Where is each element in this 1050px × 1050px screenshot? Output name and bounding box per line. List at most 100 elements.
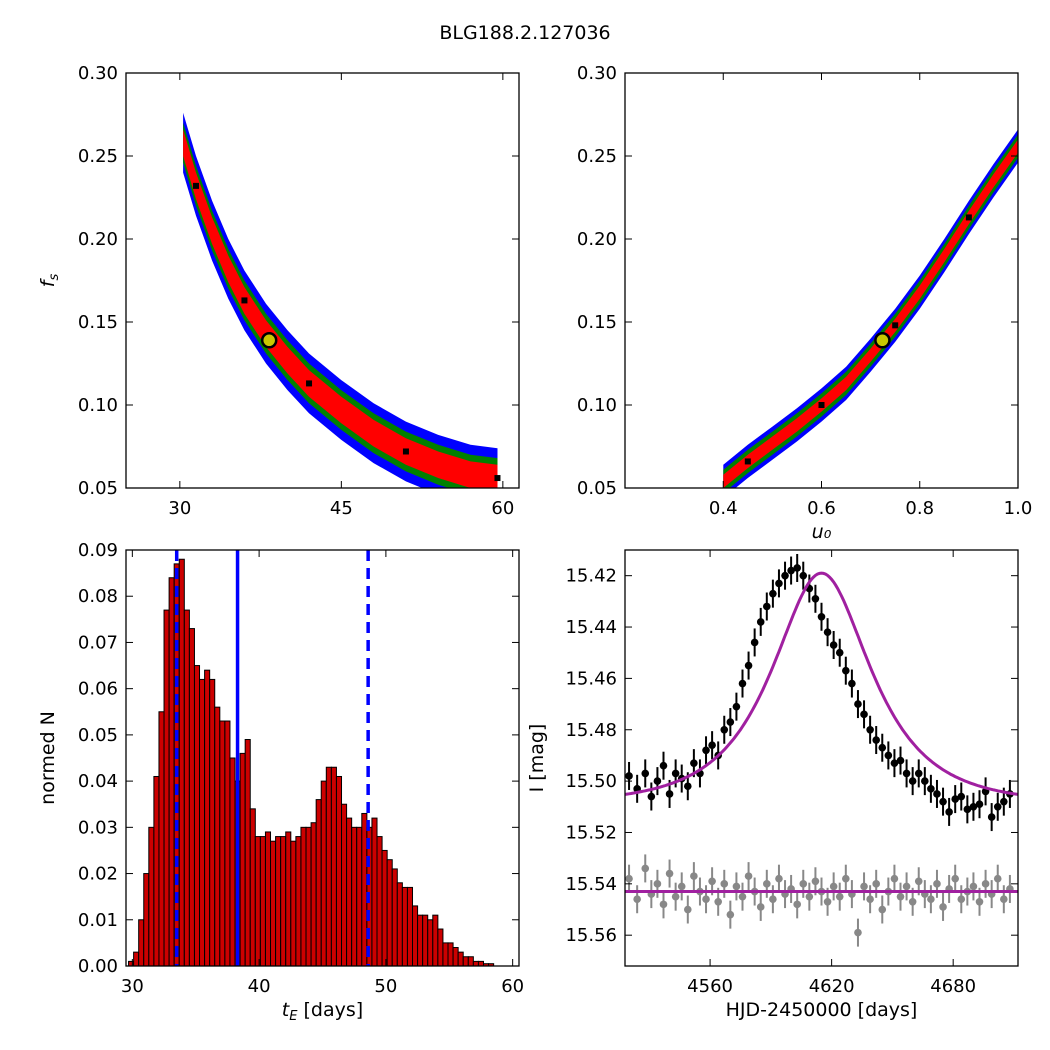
photometry-point [884, 751, 893, 760]
histogram-bar [163, 609, 170, 966]
residual-point [720, 880, 729, 888]
residual-point [823, 898, 832, 906]
residual-point [641, 864, 650, 873]
y-tick-label: 0.15 [577, 312, 617, 333]
histogram-bar [178, 558, 185, 966]
histogram-bar [315, 799, 322, 966]
model-curve [625, 571, 1018, 796]
histogram-bar [462, 956, 469, 966]
photometry-point [835, 648, 844, 657]
residual-point [677, 882, 686, 891]
residual-point [732, 882, 741, 891]
histogram-bar [249, 808, 256, 966]
residual-point [1000, 895, 1008, 904]
best-fit-marker [874, 332, 891, 349]
y-tick-label: 15.54 [565, 874, 617, 895]
histogram-bar [229, 757, 236, 966]
residual-point [769, 895, 777, 904]
photometry-point [671, 769, 680, 778]
y-tick-label: 0.25 [78, 146, 118, 167]
x-axis-label: u₀ [812, 521, 832, 543]
x-tick-label: 0.4 [709, 498, 738, 519]
residual-point [842, 874, 850, 883]
photometry-point [641, 769, 650, 778]
histogram-bar [356, 826, 363, 966]
photometry-point [927, 785, 935, 793]
histogram-bar [138, 919, 145, 966]
x-tick-label: 60 [491, 498, 514, 519]
photometry-point [914, 769, 923, 778]
histogram-bar [371, 817, 378, 966]
residual-point [665, 869, 674, 878]
photometry-point [781, 571, 789, 580]
y-tick-label: 0.15 [78, 312, 118, 333]
photometry-point [890, 759, 899, 767]
y-tick-label: 0.05 [78, 725, 118, 746]
histogram-bar [422, 914, 429, 966]
residual-point [726, 910, 735, 919]
photometry-point [763, 602, 771, 611]
histogram-bar [457, 951, 464, 966]
residual-point [981, 880, 990, 888]
histogram-bar [401, 886, 408, 966]
residual-point [835, 892, 844, 901]
y-tick-label: 0.09 [78, 540, 118, 561]
photometry-point [963, 805, 972, 814]
x-tick-label: 1.0 [1004, 498, 1033, 519]
x-tick-label: 60 [501, 976, 524, 997]
histogram-group [128, 550, 495, 966]
residual-point [799, 880, 808, 888]
y-tick-label: 0.05 [577, 478, 617, 499]
photometry-point [908, 777, 917, 785]
residual-point [763, 880, 771, 888]
y-axis-label: normed N [37, 711, 59, 805]
photometry-point [878, 743, 887, 752]
photometry-point [957, 792, 966, 801]
histogram-bar [442, 942, 449, 966]
photometry-point [653, 777, 662, 785]
axes-frame [125, 549, 520, 967]
x-tick-label: 30 [121, 976, 144, 997]
photometry-point [726, 718, 735, 726]
x-tick-label: 0.6 [807, 498, 836, 519]
residual-point [902, 882, 911, 891]
x-axis-label: HJD-2450000 [days] [726, 999, 918, 1021]
histogram-bar [310, 822, 317, 966]
residual-point [878, 905, 887, 914]
x-tick-label: 50 [374, 976, 397, 997]
histogram-bar [386, 859, 393, 966]
photometry-point [975, 800, 984, 809]
residual-point [951, 874, 960, 883]
y-tick-label: 15.52 [565, 822, 617, 843]
photometry-point [793, 564, 801, 572]
residual-point [957, 895, 966, 904]
y-tick-label: 0.06 [78, 679, 118, 700]
photometry-point [823, 628, 832, 636]
residual-point [690, 872, 698, 880]
residual-point [896, 892, 905, 901]
contour-peak-pixel [402, 448, 409, 455]
histogram-bar [381, 849, 388, 966]
histogram-bar [467, 956, 474, 966]
residual-point [908, 898, 917, 906]
residual-point [993, 874, 1002, 883]
y-tick-label: 0.00 [78, 956, 118, 977]
residual-point [738, 892, 747, 901]
histogram-bar [133, 951, 140, 966]
histogram-bar [412, 905, 419, 966]
histogram-bar [199, 678, 206, 966]
residual-point [659, 900, 668, 909]
histogram-bar [300, 826, 307, 966]
histogram-bar [224, 720, 231, 966]
contour-group [723, 129, 1018, 488]
residual-point [775, 874, 783, 883]
y-tick-label: 0.10 [78, 395, 118, 416]
photometry-point [987, 813, 996, 821]
y-tick-label: 15.42 [565, 566, 617, 587]
y-tick-label: 0.20 [78, 229, 118, 250]
contour-peak-pixel [818, 402, 825, 408]
x-tick-label: 4680 [930, 976, 976, 997]
photometry-point [951, 795, 960, 803]
contour-group [183, 112, 501, 488]
residual-point [714, 898, 722, 906]
